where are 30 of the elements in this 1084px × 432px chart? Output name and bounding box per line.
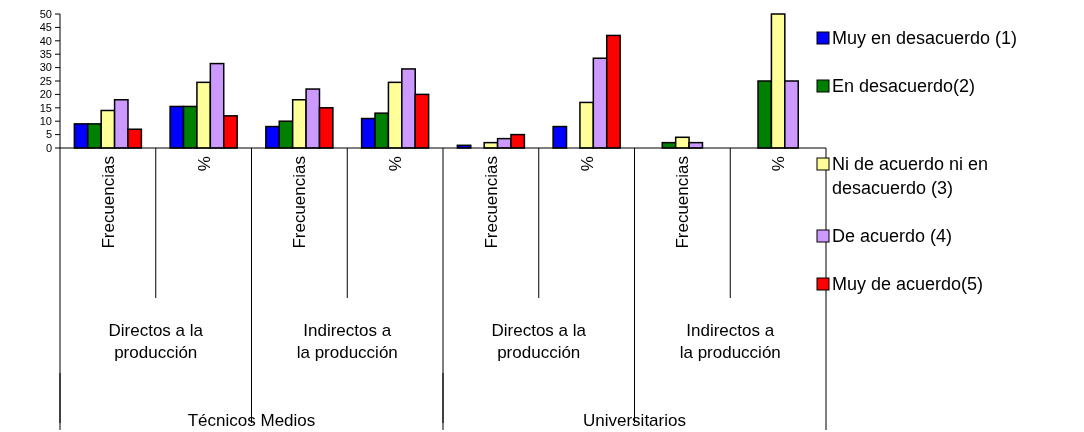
y-tick-label: 0 <box>45 141 52 154</box>
legend-label: Muy de acuerdo(5) <box>832 274 984 294</box>
y-tick-label: 20 <box>39 88 52 101</box>
y-tick-label: 40 <box>39 34 52 47</box>
x-tick-label: Frecuencias <box>98 156 118 249</box>
x-tick-label: Frecuencias <box>481 156 501 249</box>
y-tick-label: 35 <box>39 48 52 61</box>
text: Indirectos a la producción <box>296 321 398 362</box>
x-tick-label: % <box>386 156 406 172</box>
y-tick-label: 50 <box>39 7 52 20</box>
x-tick-label: Frecuencias <box>673 156 693 249</box>
y-tick-label: 25 <box>39 74 52 87</box>
text: Indirectos a la producción <box>679 321 781 362</box>
y-tick-label: 45 <box>39 21 52 34</box>
y-tick-label: 30 <box>39 61 52 74</box>
y-tick-label: 15 <box>39 101 52 114</box>
x-tick-label: % <box>577 156 597 172</box>
legend-label: De acuerdo (4) <box>832 226 953 246</box>
x-tick-label: Frecuencias <box>290 156 310 249</box>
text: Directos a la producción <box>108 321 204 362</box>
legend-label: En desacuerdo(2) <box>832 76 976 96</box>
text: Directos a la producción <box>491 321 587 362</box>
text: Universitarios <box>583 411 686 430</box>
x-tick-label: % <box>194 156 214 172</box>
text: Técnicos Medios <box>187 411 316 430</box>
y-tick-label: 10 <box>39 115 52 128</box>
x-tick-label: % <box>769 156 789 172</box>
legend-label: Muy en desacuerdo (1) <box>832 28 1018 48</box>
legend-label: Ni de acuerdo ni en desacuerdo (3) <box>832 154 989 198</box>
y-tick-label: 5 <box>45 128 52 141</box>
